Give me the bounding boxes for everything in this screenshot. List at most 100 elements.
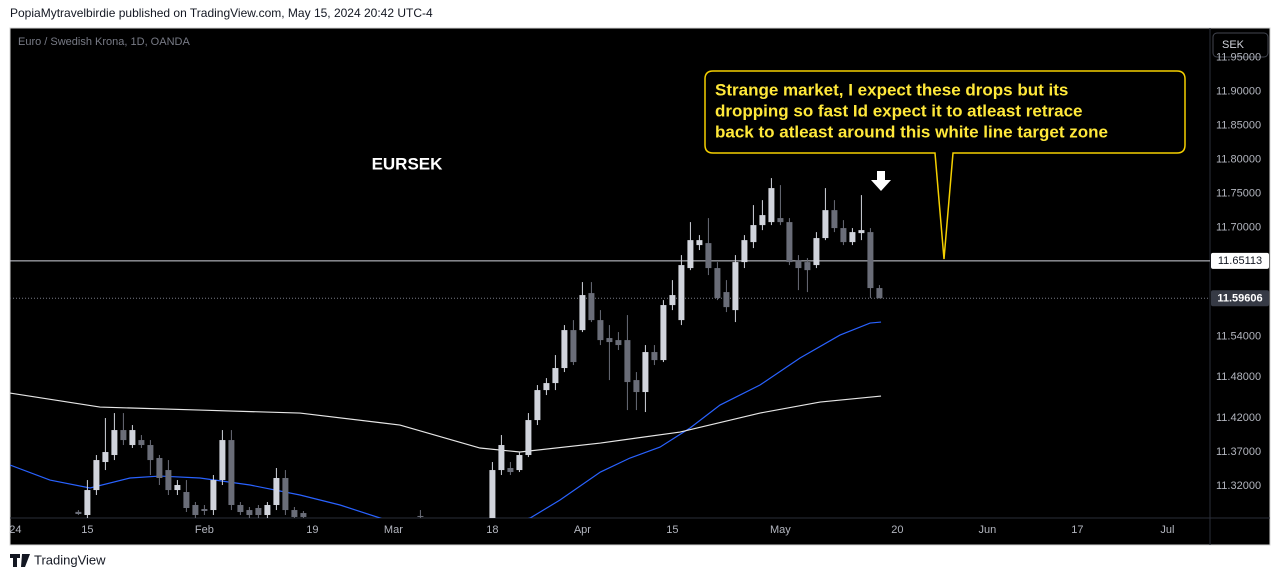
candle-body bbox=[210, 480, 217, 511]
x-tick-label: 15 bbox=[666, 524, 678, 536]
candle-body bbox=[723, 292, 730, 308]
candle-body bbox=[498, 445, 505, 471]
candle-body bbox=[138, 440, 145, 446]
price-label-box bbox=[1211, 290, 1269, 307]
currency-button[interactable] bbox=[1212, 32, 1269, 58]
candle-body bbox=[759, 215, 766, 226]
symbol-annotation: EURSEK bbox=[372, 154, 444, 173]
candle-body bbox=[867, 232, 874, 289]
candle-body bbox=[552, 368, 559, 384]
price-label-box bbox=[1211, 252, 1269, 269]
x-tick-label: May bbox=[770, 524, 791, 536]
candle-body bbox=[291, 510, 298, 517]
currency-label[interactable]: SEK bbox=[1222, 39, 1245, 51]
candle-body bbox=[507, 468, 514, 473]
candle-body bbox=[714, 268, 721, 299]
candle-body bbox=[588, 293, 595, 321]
candle-body bbox=[93, 460, 100, 491]
candle-body bbox=[606, 338, 613, 343]
candle-body bbox=[156, 458, 163, 479]
down-arrow-icon bbox=[871, 171, 891, 191]
candle-body bbox=[660, 305, 667, 361]
candle-body bbox=[597, 320, 604, 341]
price-label: 11.59606 bbox=[1217, 293, 1262, 305]
candle-body bbox=[579, 295, 586, 331]
candle-body bbox=[534, 390, 541, 421]
x-tick-label: 18 bbox=[486, 524, 498, 536]
footer-logo-icon bbox=[10, 554, 30, 567]
candle-body bbox=[543, 383, 550, 391]
x-tick-label: Jul bbox=[1160, 524, 1174, 536]
candle-body bbox=[561, 330, 568, 369]
moving-average bbox=[10, 321, 882, 518]
x-tick-label: 15 bbox=[81, 524, 93, 536]
candle-body bbox=[615, 340, 622, 346]
candle-body bbox=[849, 232, 856, 243]
candle-body bbox=[525, 420, 532, 456]
candle-body bbox=[129, 430, 136, 446]
x-tick-label: 17 bbox=[1071, 524, 1083, 536]
candle-body bbox=[750, 225, 757, 243]
x-tick-label: 20 bbox=[891, 524, 903, 536]
candle-body bbox=[642, 352, 649, 393]
candle-body bbox=[678, 265, 685, 321]
y-tick-label: 11.85000 bbox=[1216, 119, 1261, 131]
candle-body bbox=[813, 238, 820, 266]
candle-body bbox=[264, 505, 271, 516]
candle-body bbox=[876, 288, 883, 299]
y-tick-label: 11.75000 bbox=[1216, 188, 1261, 200]
candle-body bbox=[282, 478, 289, 511]
candle-body bbox=[300, 513, 307, 517]
candle-body bbox=[786, 222, 793, 263]
x-tick-label: Mar bbox=[384, 524, 403, 536]
candle-body bbox=[732, 262, 739, 311]
candle-body bbox=[228, 440, 235, 506]
y-tick-label: 11.42000 bbox=[1216, 412, 1261, 424]
candle-body bbox=[705, 243, 712, 269]
candle-body bbox=[192, 505, 199, 516]
candle-body bbox=[246, 510, 253, 516]
candle-body bbox=[624, 340, 631, 383]
y-tick-label: 11.80000 bbox=[1216, 154, 1261, 166]
candle-body bbox=[696, 240, 703, 246]
x-tick-label: 24 bbox=[9, 524, 21, 536]
callout-line: dropping so fast Id expect it to atleast… bbox=[715, 101, 1082, 120]
candle-body bbox=[84, 490, 91, 516]
price-label: 11.65113 bbox=[1218, 255, 1262, 267]
x-tick-label: 19 bbox=[306, 524, 318, 536]
y-tick-label: 11.95000 bbox=[1216, 51, 1261, 63]
candle-body bbox=[120, 430, 127, 441]
callout-line: back to atleast around this white line t… bbox=[715, 122, 1108, 141]
candle-body bbox=[111, 430, 118, 456]
candle-body bbox=[858, 230, 865, 234]
candle-body bbox=[237, 505, 244, 513]
x-tick-label: Apr bbox=[574, 524, 591, 536]
header: PopiaMytravelbirdie published on Trading… bbox=[10, 6, 433, 20]
candle-body bbox=[219, 440, 226, 481]
candle-body bbox=[273, 478, 280, 506]
candle-body bbox=[777, 218, 784, 223]
candle-body bbox=[570, 330, 577, 363]
candle-body bbox=[768, 188, 775, 223]
candle-body bbox=[165, 470, 172, 491]
footer-logo-text: TradingView bbox=[34, 552, 106, 567]
candle-body bbox=[489, 470, 496, 518]
candle-body bbox=[795, 260, 802, 269]
candle-body bbox=[633, 380, 640, 393]
candle-body bbox=[102, 452, 109, 463]
candle-body bbox=[255, 508, 262, 516]
y-tick-label: 11.54000 bbox=[1216, 330, 1261, 342]
candle-body bbox=[183, 492, 190, 509]
candle-body bbox=[804, 262, 811, 271]
candle-body bbox=[669, 295, 676, 306]
y-tick-label: 11.32000 bbox=[1216, 480, 1261, 492]
candle-body bbox=[147, 445, 154, 461]
candle-body bbox=[201, 509, 208, 511]
chart-title: Euro / Swedish Krona, 1D, OANDA bbox=[18, 36, 190, 48]
plot-area bbox=[10, 178, 1210, 518]
candle-body bbox=[516, 455, 523, 471]
y-tick-label: 11.70000 bbox=[1216, 222, 1261, 234]
x-tick-label: Jun bbox=[979, 524, 997, 536]
y-tick-label: 11.48000 bbox=[1216, 371, 1261, 383]
